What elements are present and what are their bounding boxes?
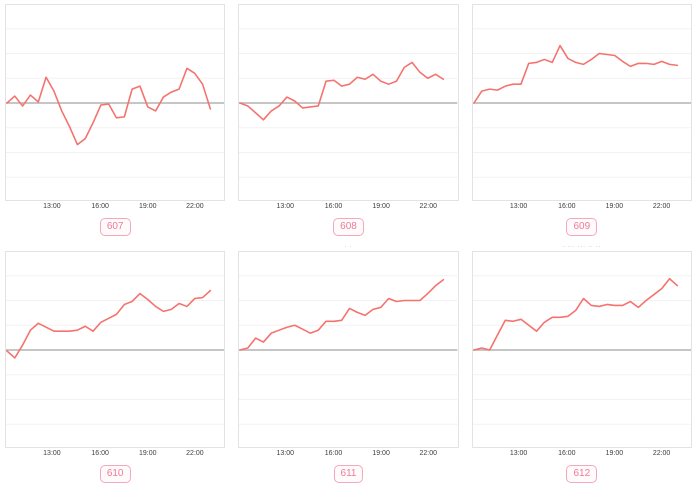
chart-panel [5,251,226,448]
chart-id-badge[interactable]: 610 [99,465,131,483]
x-axis-ticks: 13:00 16:00 19:00 22:00 [238,202,458,214]
x-tick-label: 22:00 [419,450,438,457]
chart-panel [5,4,226,201]
chart-panel [471,251,692,448]
x-tick-label: 19:00 [605,450,624,457]
x-tick-label: 13:00 [43,203,61,210]
x-tick-label: 19:00 [372,450,390,457]
x-tick-label: 13:00 [509,203,528,210]
chart-title [5,244,225,251]
x-axis-ticks: 13:00 16:00 19:00 22:00 [5,449,225,461]
x-tick-label: 19:00 [372,203,390,210]
x-axis-ticks: 13:00 16:00 19:00 22:00 [238,449,458,461]
chart-id-badge[interactable]: 612 [566,465,598,483]
x-axis-ticks: 13:00 16:00 19:00 22:00 [472,449,692,461]
badge-row: 607 [5,215,225,239]
x-tick-label: 13:00 [43,450,61,457]
chart-title-clipped: ·· [238,0,458,4]
line-chart-svg [472,275,691,425]
x-tick-label: 16:00 [324,450,343,457]
chart-id-badge[interactable]: 608 [333,218,364,236]
line-chart-svg [472,28,691,178]
x-tick-label: 22:00 [652,450,671,457]
chart-cell-609: ·· 13:00 16:00 19:00 22:00 609 [471,0,692,239]
x-tick-label: 19:00 [139,203,157,210]
x-tick-label: 16:00 [324,203,343,210]
x-tick-label: 22:00 [186,203,204,210]
chart-panel [471,4,692,201]
badge-row: 611 [238,462,458,486]
x-tick-label: 16:00 [91,450,109,457]
badge-row: 612 [472,462,692,486]
x-tick-label: 22:00 [419,203,438,210]
x-tick-label: 13:00 [276,450,295,457]
chart-grid: ·· 13:00 16:00 19:00 22:00 607 ·· 13:00 16:0… [5,0,692,486]
x-tick-label: 19:00 [605,203,624,210]
chart-id-badge[interactable]: 607 [99,218,131,236]
line-chart-svg [239,275,458,425]
x-tick-label: 16:00 [558,450,576,457]
x-tick-label: 16:00 [558,203,576,210]
line-chart-svg [6,275,225,425]
x-tick-label: 16:00 [91,203,109,210]
chart-title: ····· ··· ·· ·· [562,244,602,250]
chart-panel [238,4,459,201]
x-axis-ticks: 13:00 16:00 19:00 22:00 [5,202,225,214]
chart-title-clipped: ·· [5,0,225,4]
x-axis-ticks: 13:00 16:00 19:00 22:00 [472,202,692,214]
chart-cell-607: ·· 13:00 16:00 19:00 22:00 607 [5,0,226,239]
line-chart-svg [239,28,458,178]
chart-id-badge[interactable]: 611 [333,465,364,483]
x-tick-label: 13:00 [276,203,295,210]
x-tick-label: 19:00 [139,450,157,457]
x-tick-label: 22:00 [186,450,204,457]
chart-cell-608: ·· 13:00 16:00 19:00 22:00 608 [238,0,459,239]
chart-title: · · [344,244,353,250]
x-tick-label: 13:00 [509,450,528,457]
chart-cell-610: 13:00 16:00 19:00 22:00 610 [5,244,226,486]
chart-cell-612: ····· ··· ·· ·· 13:00 16:00 19:00 22:00 612 [471,244,692,486]
badge-row: 610 [5,462,225,486]
badge-row: 608 [238,215,458,239]
x-tick-label: 22:00 [652,203,671,210]
badge-row: 609 [472,215,692,239]
chart-title-clipped: ·· [472,0,692,4]
chart-panel [238,251,459,448]
chart-cell-611: · · 13:00 16:00 19:00 22:00 611 [238,244,459,486]
line-chart-svg [6,28,225,178]
chart-id-badge[interactable]: 609 [566,218,598,236]
